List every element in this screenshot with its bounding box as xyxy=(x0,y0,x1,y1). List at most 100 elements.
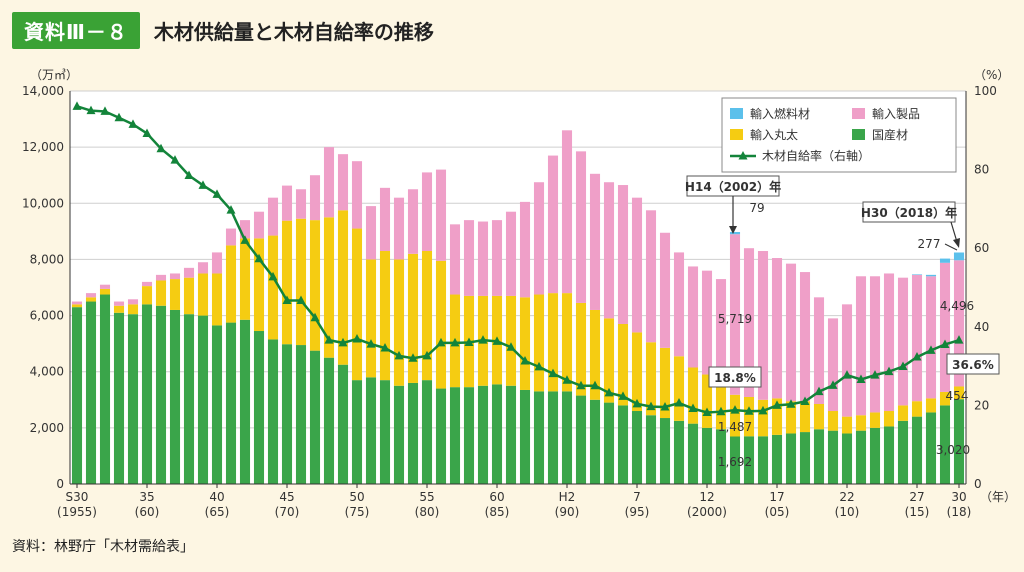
right-tick-label: 0 xyxy=(974,477,982,491)
legend-swatch xyxy=(852,108,865,119)
bar-segment xyxy=(225,322,237,484)
line-point xyxy=(128,119,138,128)
x-tick-label: (75) xyxy=(345,505,370,519)
bar-segment xyxy=(337,210,349,365)
line-point xyxy=(828,380,838,389)
x-tick-label: (05) xyxy=(765,505,790,519)
bar-segment xyxy=(407,189,419,254)
bar-segment xyxy=(673,252,685,357)
bar-segment xyxy=(673,420,685,484)
bar-segment xyxy=(267,339,279,484)
x-tick-label: (85) xyxy=(485,505,510,519)
bar-segment xyxy=(911,401,923,417)
line-point xyxy=(856,374,866,383)
left-tick-label: 14,000 xyxy=(22,84,64,98)
left-axis-unit: （万㎥） xyxy=(30,68,78,82)
bar-segment xyxy=(197,315,209,484)
line-point xyxy=(86,105,96,115)
legend-label: 国産材 xyxy=(872,127,908,142)
x-tick-label: 17 xyxy=(769,490,784,504)
right-tick-label: 60 xyxy=(974,241,989,255)
bar-segment xyxy=(127,299,139,305)
bar-segment xyxy=(323,147,335,218)
bar-segment xyxy=(631,411,643,484)
bar-segment xyxy=(127,314,139,484)
bar-segment xyxy=(701,374,713,428)
bar-segment xyxy=(155,305,167,484)
bar-segment xyxy=(337,364,349,484)
bar-segment xyxy=(435,169,447,261)
line-point xyxy=(254,253,264,263)
figure-header: 資料Ⅲ－８ 木材供給量と木材自給率の推移 xyxy=(12,11,434,49)
bar-segment xyxy=(617,405,629,484)
x-tick-label: 45 xyxy=(279,490,294,504)
bar-segment xyxy=(393,259,405,386)
bar-segment xyxy=(421,251,433,381)
left-tick-label: 10,000 xyxy=(22,196,64,210)
bar-segment xyxy=(785,401,797,434)
bar-segment xyxy=(211,273,223,326)
bar-segment xyxy=(85,293,97,298)
x-tick-label: (95) xyxy=(625,505,650,519)
bar-segment xyxy=(197,262,209,274)
bar-segment xyxy=(729,394,741,437)
bar-segment xyxy=(351,161,363,229)
annotation-2018-arrow xyxy=(950,221,958,243)
annotation-2018-arrowhead xyxy=(953,238,960,248)
bar-segment xyxy=(911,274,923,402)
annotation-2018-fuel-leader xyxy=(944,243,958,251)
bar-segment xyxy=(393,197,405,260)
legend-label: 輸入製品 xyxy=(872,106,920,121)
x-tick-label: (10) xyxy=(835,505,860,519)
bar-segment xyxy=(757,251,769,400)
bar-segment xyxy=(141,286,153,305)
bar-segment xyxy=(911,274,923,275)
bar-segment xyxy=(253,331,265,484)
legend-swatch xyxy=(730,129,743,140)
line-point xyxy=(156,143,166,153)
bar-segment xyxy=(729,436,741,484)
bar-segment xyxy=(925,276,937,399)
bar-segment xyxy=(827,318,839,412)
bar-segment xyxy=(785,263,797,402)
x-tick-label: (15) xyxy=(905,505,930,519)
supply-chart: 0 2,000 4,000 6,000 8,000 10,000 12,000 14,000 0… xyxy=(22,68,1016,519)
bar-segment xyxy=(477,221,489,296)
bar-segment xyxy=(715,429,727,484)
bar-segment xyxy=(309,175,321,221)
bar-segment xyxy=(421,172,433,252)
bar-segment xyxy=(113,301,125,306)
bar-segment xyxy=(547,391,559,484)
left-tick-label: 2,000 xyxy=(30,421,64,435)
line-point xyxy=(576,380,586,390)
line-point xyxy=(296,295,306,304)
line-point xyxy=(408,353,418,362)
figure-title: 木材供給量と木材自給率の推移 xyxy=(153,19,434,44)
bar-segment xyxy=(701,270,713,375)
bar-segment xyxy=(113,305,125,313)
x-tick-label: 55 xyxy=(419,490,434,504)
line-point xyxy=(730,405,740,414)
bar-segment xyxy=(645,210,657,343)
bar-segment xyxy=(687,367,699,424)
bar-segment xyxy=(393,385,405,484)
line-point xyxy=(618,391,628,400)
bar-segment xyxy=(71,301,83,305)
bar-segment xyxy=(519,201,531,298)
bar-segment xyxy=(491,220,503,296)
line-point xyxy=(534,361,544,371)
line-point xyxy=(114,112,124,122)
bar-segment xyxy=(239,220,251,239)
left-tick-label: 0 xyxy=(56,477,64,491)
x-tick-label: 22 xyxy=(839,490,854,504)
bar-segment xyxy=(323,357,335,484)
bar-segment xyxy=(225,245,237,323)
bar-segment xyxy=(855,415,867,431)
bar-segment xyxy=(813,429,825,484)
line-point xyxy=(380,343,390,352)
bar-segment xyxy=(631,197,643,333)
legend-box xyxy=(721,97,957,173)
bar-segment xyxy=(953,260,965,387)
bar-segment xyxy=(351,380,363,484)
bar-segment xyxy=(687,423,699,484)
